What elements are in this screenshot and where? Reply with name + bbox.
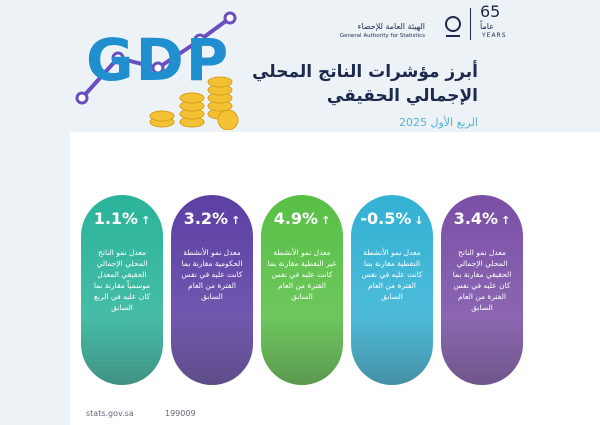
gdp-text: GDP [86,26,231,94]
indicator-card: 4.9% ↑ معدل نمو الأنشطة غير النفطية مقارنة… [261,195,343,385]
subtitle: الربع الأول 2025 [398,116,478,129]
trend-arrow: ↑ [321,214,331,227]
indicator-value: 3.4% ↑ [441,209,523,228]
logo-divider [470,8,471,40]
trend-dots [75,11,237,105]
indicator-description: معدل نمو الأنشطة غير النفطية مقارنة بما … [267,248,337,301]
card-illustration [171,315,253,385]
indicator-description: معدل نمو الناتج المحلي الإجمالي الحقيقي … [452,248,512,312]
logo-years-en: YEARS [482,32,507,39]
indicator-value-text: 1.1% [93,209,139,228]
indicator-card: 1.1% ↑ معدل نمو الناتج المحلي الإجمالي الح… [81,195,163,385]
card-illustration [441,315,523,385]
title: أبرز مؤشرات الناتج المحلي [252,62,478,82]
indicator-description: معدل نمو الناتج المحلي الإجمالي الحقيقي … [93,248,151,312]
indicator-card: 3.4% ↑ معدل نمو الناتج المحلي الإجمالي الح… [441,195,523,385]
gdp-graphic [75,11,239,130]
indicator-value-text: -0.5% [360,209,412,228]
trend-arrow: ↑ [231,214,241,227]
logo-name-en: General Authority for Statistics [339,33,425,39]
logo-name-ar: الهيئة العامة للإحصاء [357,22,425,31]
logo-65: 65 [480,2,501,21]
coins [149,76,239,130]
trend-arrow: ↓ [414,214,424,227]
website: stats.gov.sa [86,409,134,418]
indicator-description: معدل نمو الأنشطة الحكومية مقارنة بما كان… [181,248,243,301]
indicator-value: 3.2% ↑ [171,209,253,228]
card-illustration [81,315,163,385]
logo-mark [445,16,461,37]
phone: 199009 [165,409,196,418]
indicator-description: معدل نمو الأنشطة النفطية مقارنة بما كانت… [361,248,423,301]
title: الإجمالي الحقيقي [326,86,478,106]
indicator-card: -0.5% ↓ معدل نمو الأنشطة النفطية مقارنة بم… [351,195,433,385]
trend-arrow: ↑ [141,214,151,227]
logo-years-ar: عاماً [480,22,494,31]
card-illustration [261,315,343,385]
indicator-value: -0.5% ↓ [351,209,433,228]
indicator-value-text: 4.9% [273,209,319,228]
indicator-value-text: 3.2% [183,209,229,228]
indicator-value: 1.1% ↑ [81,209,163,228]
indicator-card: 3.2% ↑ معدل نمو الأنشطة الحكومية مقارنة بم… [171,195,253,385]
card-illustration [351,315,433,385]
indicator-value-text: 3.4% [453,209,499,228]
trend-arrow: ↑ [501,214,511,227]
indicator-value: 4.9% ↑ [261,209,343,228]
